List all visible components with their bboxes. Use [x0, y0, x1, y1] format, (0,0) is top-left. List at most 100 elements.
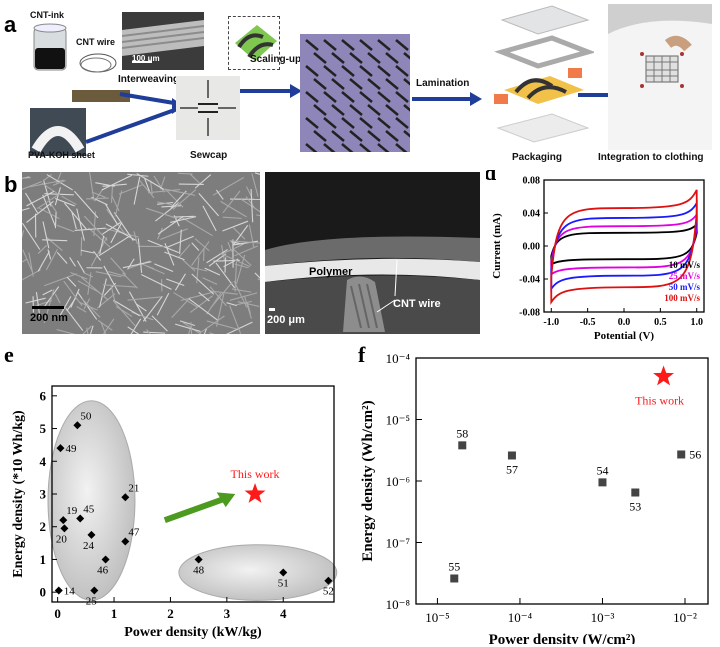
nanofiber	[99, 235, 105, 255]
weave-stitch	[305, 117, 319, 129]
x-tick-label-d: -1.0	[543, 317, 559, 328]
nanofiber	[142, 295, 163, 322]
data-label-e: 21	[128, 482, 139, 494]
x-tick-label-e: 0	[54, 606, 61, 621]
nanofiber	[54, 197, 75, 207]
nanofiber	[248, 224, 255, 248]
nanofiber	[182, 259, 196, 272]
nanofiber	[222, 190, 241, 214]
weave-stitch	[395, 117, 409, 129]
nanofiber	[80, 276, 109, 301]
nanofiber	[81, 298, 101, 318]
y-tick-label-e: 5	[40, 421, 47, 436]
data-point-f	[450, 574, 459, 583]
data-point-f	[631, 488, 640, 497]
nanofiber	[133, 176, 141, 205]
nanofiber	[44, 273, 77, 287]
nanofiber	[22, 177, 31, 179]
nanofiber	[86, 327, 89, 334]
weave-stitch	[341, 143, 354, 152]
scale-bar-b	[32, 306, 64, 309]
nanofiber	[179, 320, 196, 327]
x-tick-label-e: 4	[280, 606, 287, 621]
nanofiber	[147, 189, 181, 194]
x-tick-label-d: 1.0	[690, 317, 703, 328]
weave-stitch	[385, 52, 399, 64]
nanofiber	[174, 323, 201, 332]
nanofiber	[154, 263, 174, 273]
weave-stitch	[323, 91, 337, 103]
nanofiber	[128, 291, 147, 322]
chart-d: d -1.0 -0.5 0.0 0.5 1.0 -0.08 -0.04 0.00 0.04 0.08…	[486, 170, 705, 342]
x-axis-label-e: Power density (kW/kg)	[124, 625, 262, 640]
scaling-up-diagram	[228, 16, 280, 70]
legend-entry-d: 50 mV/s	[669, 282, 701, 292]
nanofiber	[111, 195, 120, 212]
nanofiber	[194, 238, 210, 252]
cv-curve-0	[550, 222, 698, 266]
nanofiber	[170, 190, 187, 209]
nanofiber	[222, 220, 249, 232]
nanofiber	[164, 251, 185, 261]
y-axis-label-d: Current (mA)	[491, 213, 503, 279]
nanofiber	[250, 188, 254, 223]
data-point-e	[76, 514, 85, 523]
nanofiber	[52, 179, 66, 186]
nanofiber	[114, 190, 123, 217]
weave-stitch	[349, 104, 363, 116]
pva-koh-label: PVA-KOH sheet	[28, 150, 95, 160]
cnt-wire-photo	[74, 45, 120, 80]
weave-stitch	[377, 143, 390, 152]
nanofiber	[98, 278, 107, 308]
nanofiber	[122, 261, 152, 269]
nanofiber	[256, 214, 260, 217]
nanofiber	[191, 242, 200, 251]
nanofiber	[199, 315, 225, 334]
this-work-label-e: This work	[231, 467, 280, 481]
this-work-star-f	[653, 365, 675, 386]
sem-panel-b: 200 nm	[22, 172, 260, 334]
weave-stitch	[323, 39, 337, 51]
nanofiber	[91, 191, 106, 198]
weave-stitch	[367, 52, 381, 64]
packaging-diagram	[482, 2, 594, 150]
data-label-f: 57	[506, 462, 518, 476]
nanofiber	[194, 174, 212, 189]
nanofiber	[97, 319, 113, 331]
y-tick-label-e: 6	[40, 388, 47, 403]
weave-stitch	[403, 130, 410, 138]
cnt-ink-photo	[30, 18, 70, 72]
nanofiber	[210, 281, 233, 309]
nanofiber	[42, 221, 50, 249]
nanofiber	[146, 329, 151, 334]
data-label-e: 45	[83, 504, 95, 516]
cluster-ellipse-right	[178, 544, 338, 601]
nanofiber	[118, 184, 143, 195]
nanofiber	[108, 271, 127, 278]
nanofiber	[229, 305, 242, 334]
nanofiber	[101, 174, 133, 191]
weave-stitch	[305, 91, 319, 103]
panel-letter-b: b	[4, 172, 18, 197]
nanofiber	[153, 175, 165, 193]
interweaving-label: Interweaving	[118, 74, 180, 85]
data-point-e	[121, 537, 130, 546]
nanofiber	[157, 201, 173, 206]
nanofiber	[226, 302, 237, 307]
nanofiber	[127, 296, 161, 301]
nanofiber	[89, 172, 95, 201]
nanofiber	[172, 189, 197, 210]
weave-stitch	[395, 65, 409, 77]
pva-koh-photo	[30, 108, 86, 156]
weave-stitch	[349, 52, 363, 64]
nanofiber	[66, 276, 77, 287]
data-label-e: 14	[64, 586, 76, 598]
weave-stitch	[323, 117, 337, 129]
weave-stitch	[359, 39, 373, 51]
weave-stitch	[367, 78, 381, 90]
nanofiber	[170, 216, 197, 223]
nanofiber	[42, 179, 52, 207]
weave-stitch	[349, 130, 363, 142]
nanofiber	[42, 286, 60, 309]
